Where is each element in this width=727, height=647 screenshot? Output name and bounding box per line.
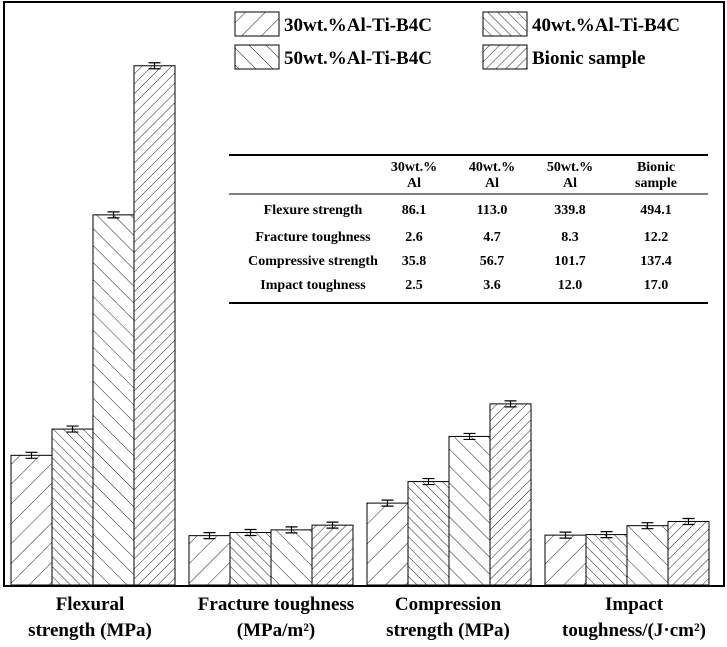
legend-swatch <box>234 44 280 70</box>
table-cell: 113.0 <box>477 203 508 218</box>
legend-label: 50wt.%Al-Ti-B4C <box>284 48 432 69</box>
bar <box>448 435 491 586</box>
error-bar <box>600 531 613 539</box>
table-header-cell: Al <box>563 176 577 191</box>
bar <box>626 525 669 586</box>
error-bar <box>66 425 79 433</box>
table-cell: 494.1 <box>640 203 672 218</box>
bar <box>311 524 354 586</box>
error-bar <box>148 62 161 70</box>
error-bar <box>463 432 476 441</box>
bar <box>407 481 450 586</box>
legend-label: 30wt.%Al-Ti-B4C <box>284 15 432 36</box>
x-tick-label: Fracture toughness <box>198 594 354 615</box>
x-tick-label: Impact <box>605 594 664 615</box>
bar <box>188 535 231 586</box>
table-cell: 12.2 <box>644 230 669 245</box>
error-bar <box>244 528 257 537</box>
legend: 30wt.%Al-Ti-B4C 40wt.%Al-Ti-B4C 50wt.%Al-T… <box>234 11 680 70</box>
bars-layer <box>10 62 710 586</box>
error-bar <box>422 477 435 486</box>
table-cell: 3.6 <box>483 278 501 293</box>
bar <box>366 502 409 586</box>
x-tick-label: strength (MPa) <box>386 620 510 641</box>
table-cell: 2.6 <box>405 230 423 245</box>
table-cell: 56.7 <box>480 254 505 269</box>
table-header-cell: Al <box>485 176 499 191</box>
x-tick-label: Flexural <box>56 594 125 615</box>
bar <box>544 534 587 586</box>
table-cell: 137.4 <box>640 254 672 269</box>
legend-swatch <box>482 11 528 37</box>
legend-swatch <box>482 44 528 70</box>
data-table: 30wt.%Al40wt.%Al50wt.%AlBionicsampleFlex… <box>229 154 708 304</box>
table-cell: 2.5 <box>405 278 423 293</box>
table-cell: 35.8 <box>402 254 427 269</box>
table-cell: 12.0 <box>558 278 583 293</box>
legend-label: Bionic sample <box>532 48 645 69</box>
bar <box>489 403 532 586</box>
table-cell: 17.0 <box>644 278 669 293</box>
error-bar <box>107 211 120 219</box>
table-cell: 8.3 <box>561 230 579 245</box>
x-tick-label: Compression <box>395 594 502 615</box>
bar <box>10 454 53 586</box>
bar <box>229 532 272 586</box>
table-cell: 101.7 <box>554 254 586 269</box>
bar <box>92 214 135 586</box>
table-header-cell: 30wt.% <box>391 160 437 175</box>
plot-frame <box>3 1 725 587</box>
table-header-cell: sample <box>635 176 677 191</box>
error-bar <box>203 532 216 540</box>
x-tick-label: (MPa/m²) <box>237 620 316 641</box>
table-cell: 4.7 <box>483 230 501 245</box>
table-header-cell: 40wt.% <box>469 160 515 175</box>
table-row-label: Compressive strength <box>248 254 378 269</box>
x-tick-label: strength (MPa) <box>28 620 152 641</box>
table-cell: 339.8 <box>554 203 586 218</box>
legend-label: 40wt.%Al-Ti-B4C <box>532 15 680 36</box>
table-header-cell: Al <box>407 176 421 191</box>
error-bar <box>381 499 394 507</box>
table-header-cell: Bionic <box>637 160 675 175</box>
bar <box>270 529 313 586</box>
bar <box>585 534 628 586</box>
table-row-label: Flexure strength <box>264 203 363 218</box>
error-bar <box>559 531 572 539</box>
legend-swatch <box>234 11 280 37</box>
table-cell: 86.1 <box>402 203 427 218</box>
bar <box>51 428 94 586</box>
error-bar <box>25 451 38 459</box>
error-bar <box>285 526 298 534</box>
table-row-label: Fracture toughness <box>255 230 371 245</box>
error-bar <box>682 517 695 526</box>
error-bar <box>326 521 339 529</box>
table-header-cell: 50wt.% <box>547 160 593 175</box>
bar <box>667 520 710 586</box>
error-bar <box>641 522 654 530</box>
bar <box>133 65 176 586</box>
error-bar <box>504 400 517 408</box>
table-row-label: Impact toughness <box>260 278 366 293</box>
x-axis-labels: Flexural strength (MPa) Fracture toughness… <box>28 594 706 641</box>
x-tick-label: toughness/(J·cm²) <box>562 620 706 641</box>
